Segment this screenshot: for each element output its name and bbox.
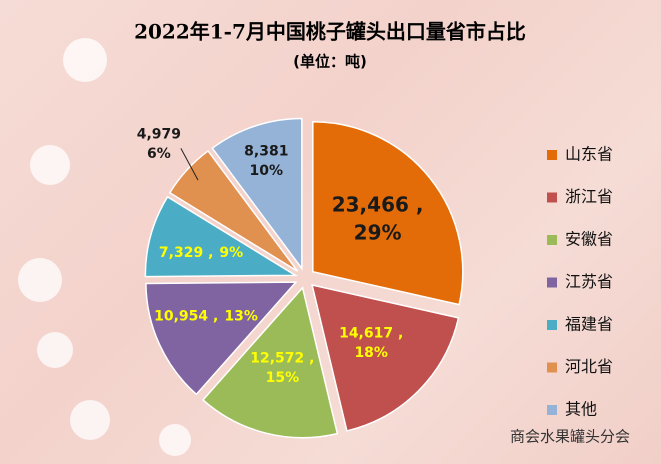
legend-label: 安徽省	[565, 230, 613, 249]
pie-slice	[144, 195, 298, 278]
decor	[18, 38, 191, 456]
legend-swatch	[547, 320, 557, 330]
percent-label: 9%	[219, 245, 243, 261]
value-label: 14,617 ,	[339, 326, 403, 342]
pie-slice	[312, 121, 464, 306]
chart-title: 2022年1-7月中国桃子罐头出口量省市占比	[134, 20, 526, 44]
percent-label: 13%	[224, 309, 258, 325]
pie-slice	[168, 149, 299, 272]
legend-swatch	[547, 235, 557, 245]
percent-label: 15%	[266, 370, 300, 386]
percent-label: 29%	[354, 220, 402, 244]
legend-label: 山东省	[565, 145, 613, 164]
pie-slice	[201, 286, 339, 439]
percent-label: 6%	[147, 146, 171, 162]
value-label: 12,572 ,	[250, 350, 314, 366]
legend-swatch	[547, 362, 557, 373]
chart-subtitle: (单位：吨)	[293, 53, 367, 71]
legend-label: 其他	[565, 400, 597, 419]
value-label: 23,466 ,	[332, 192, 424, 216]
legend-swatch	[547, 405, 557, 415]
legend-swatch	[547, 192, 557, 203]
value-label: 8,381	[244, 143, 288, 159]
pie-slice	[145, 281, 298, 396]
legend-label: 河北省	[565, 357, 613, 376]
legend-label: 江苏省	[565, 272, 613, 291]
legend-swatch	[547, 277, 557, 288]
legend-label: 福建省	[565, 315, 613, 334]
value-label: 4,979	[137, 127, 181, 143]
pie-slice	[211, 117, 303, 271]
legend-swatch	[547, 150, 557, 160]
leader-line	[180, 148, 199, 181]
value-label: 7,329 ,	[159, 245, 213, 261]
percent-label: 18%	[354, 345, 388, 361]
value-label: 10,954 ,	[154, 309, 218, 325]
percent-label: 10%	[250, 163, 284, 179]
legend-label: 浙江省	[565, 187, 613, 206]
pie-slice	[311, 284, 460, 432]
watermark: 商会水果罐头分会	[510, 428, 630, 446]
